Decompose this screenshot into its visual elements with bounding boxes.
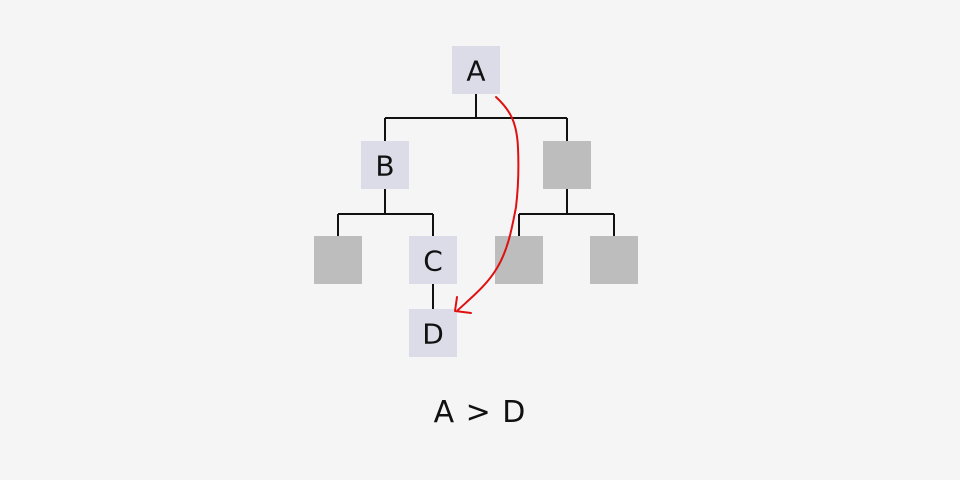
red-arrow-head: [454, 296, 472, 314]
node-a-box: [452, 46, 500, 94]
node-a-label: A: [466, 55, 485, 88]
node-c: C: [409, 236, 457, 284]
node-unlabeled-right-leaf-1: [495, 236, 543, 284]
node-c-label: C: [423, 245, 443, 278]
node-d-box: [409, 309, 457, 357]
red-arrow: [454, 96, 520, 314]
node-d: D: [409, 309, 457, 357]
node-b: B: [361, 141, 409, 189]
edge-root-to-children: [384, 94, 568, 142]
node-d-label: D: [422, 318, 444, 351]
edge-b-to-children: [337, 189, 434, 237]
node-a: A: [452, 46, 500, 94]
node-c-box: [409, 236, 457, 284]
edge-right-to-children: [518, 189, 615, 237]
caption: A > D: [433, 395, 527, 430]
node-b-label: B: [375, 150, 394, 183]
node-unlabeled-left-leaf: [314, 236, 362, 284]
node-unlabeled-right: [543, 141, 591, 189]
red-arrow-curve: [457, 96, 520, 311]
tree-edges: [337, 94, 615, 309]
node-unlabeled-right-leaf-2: [590, 236, 638, 284]
node-b-box: [361, 141, 409, 189]
